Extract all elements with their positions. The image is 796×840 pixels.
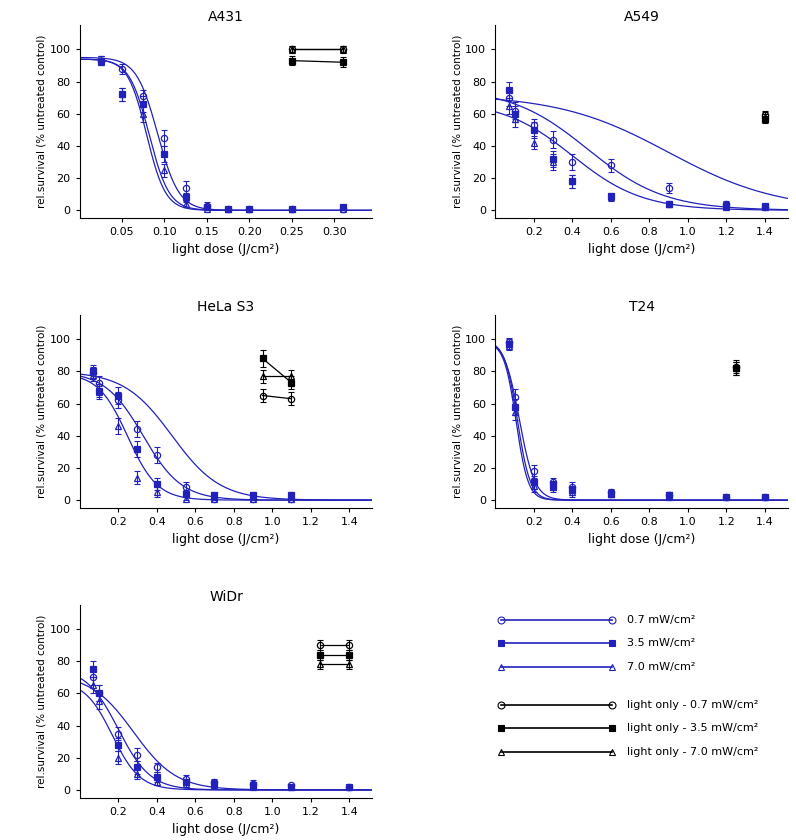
Y-axis label: rel.survival (% untreated control): rel.survival (% untreated control)	[37, 615, 47, 788]
Text: 0.7 mW/cm²: 0.7 mW/cm²	[627, 615, 696, 625]
X-axis label: light dose (J/cm²): light dose (J/cm²)	[172, 822, 279, 836]
X-axis label: light dose (J/cm²): light dose (J/cm²)	[588, 243, 696, 256]
Y-axis label: rel.survival (% untreated control): rel.survival (% untreated control)	[452, 325, 462, 498]
X-axis label: light dose (J/cm²): light dose (J/cm²)	[588, 533, 696, 546]
Text: 7.0 mW/cm²: 7.0 mW/cm²	[627, 662, 696, 672]
X-axis label: light dose (J/cm²): light dose (J/cm²)	[172, 243, 279, 256]
Text: light only - 7.0 mW/cm²: light only - 7.0 mW/cm²	[627, 747, 759, 757]
Text: 3.5 mW/cm²: 3.5 mW/cm²	[627, 638, 695, 648]
Y-axis label: rel.survival (% untreated control): rel.survival (% untreated control)	[452, 35, 462, 208]
Title: WiDr: WiDr	[209, 590, 243, 604]
Y-axis label: rel.survival (% untreated control): rel.survival (% untreated control)	[37, 325, 47, 498]
Title: A549: A549	[624, 10, 660, 24]
Y-axis label: rel.survival (% untreated control): rel.survival (% untreated control)	[37, 35, 47, 208]
Title: HeLa S3: HeLa S3	[197, 300, 255, 314]
Text: light only - 0.7 mW/cm²: light only - 0.7 mW/cm²	[627, 701, 759, 711]
Title: A431: A431	[208, 10, 244, 24]
X-axis label: light dose (J/cm²): light dose (J/cm²)	[172, 533, 279, 546]
Text: light only - 3.5 mW/cm²: light only - 3.5 mW/cm²	[627, 723, 759, 733]
Title: T24: T24	[629, 300, 654, 314]
